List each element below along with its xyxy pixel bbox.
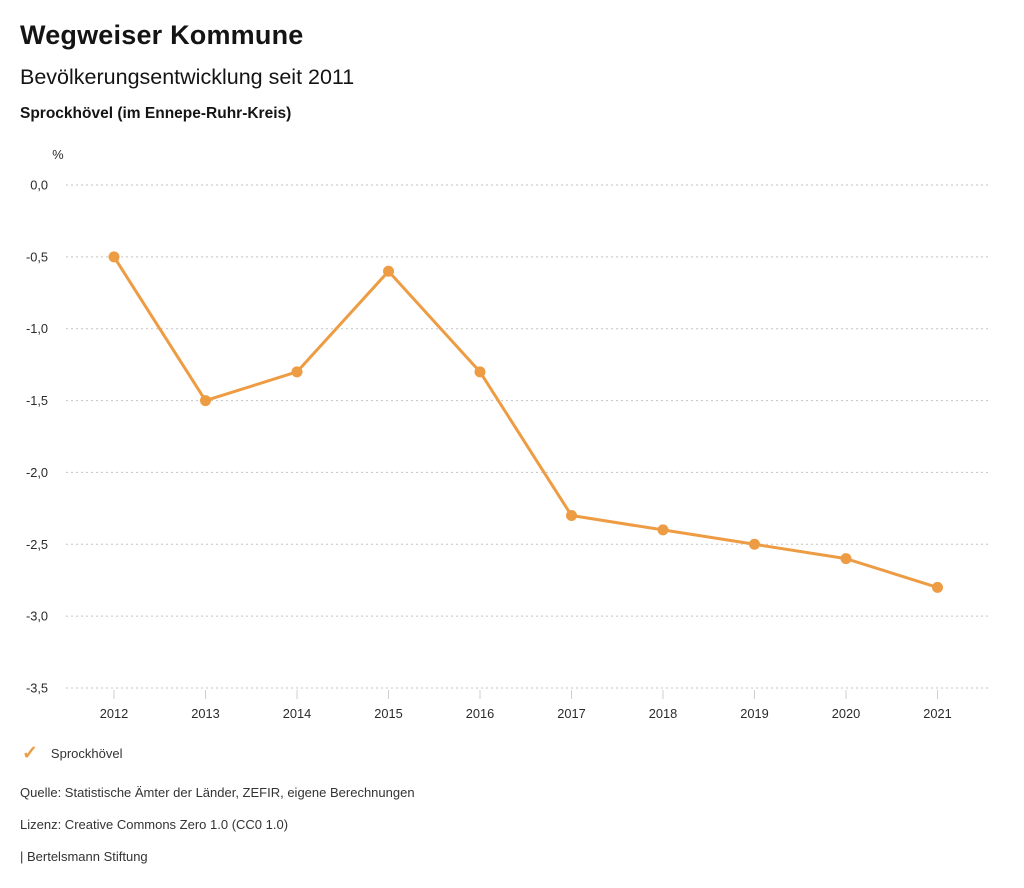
chart-footer: Quelle: Statistische Ämter der Länder, Z… [20,785,415,881]
license-note: Lizenz: Creative Commons Zero 1.0 (CC0 1… [20,817,289,832]
attribution-note: | Bertelsmann Stiftung [20,849,148,864]
legend: ✓ Sprockhövel [22,744,122,763]
data-point[interactable] [566,510,577,522]
series-line [112,255,939,589]
line-chart: % 0,0 -0,5 -1,0 -1,5 -2,0 -2,5 -3,0 -3,5 2012 2013… [0,140,1024,730]
x-tick-label: 2016 [466,706,494,721]
x-tick-label: 2012 [100,706,128,721]
y-tick-label: 0,0 [30,178,48,193]
x-tick-label: 2019 [740,706,768,721]
y-axis-unit-label: % [52,147,63,162]
y-tick-label: -1,5 [26,393,48,408]
x-tick-label: 2017 [557,706,585,721]
data-point[interactable] [291,366,303,378]
chart-title: Bevölkerungsentwicklung seit 2011 [20,65,355,89]
chart-header: Wegweiser Kommune Bevölkerungsentwicklun… [20,20,354,123]
source-note: Quelle: Statistische Ämter der Länder, Z… [20,785,415,800]
y-tick-label: -3,0 [26,609,48,624]
data-point[interactable] [840,553,852,565]
data-point[interactable] [657,524,669,536]
y-tick-label: -2,0 [26,465,48,480]
data-point[interactable] [749,538,760,550]
legend-item-sprockhoevel[interactable]: ✓ Sprockhövel [22,744,122,763]
data-point[interactable] [932,581,943,593]
y-tick-label: -2,5 [26,537,48,552]
x-tick-label: 2018 [649,706,677,721]
y-tick-label: -1,0 [26,321,48,336]
x-tick-label: 2014 [283,706,311,721]
x-tick-label: 2015 [374,706,402,721]
chart-region-subtitle: Sprockhövel (im Ennepe-Ruhr-Kreis) [20,105,292,122]
check-icon: ✓ [22,743,38,764]
x-tick-label: 2020 [832,706,860,721]
y-tick-label: -0,5 [26,249,48,264]
data-point[interactable] [200,395,211,407]
y-tick-label: -3,5 [26,681,48,696]
line-chart-svg: % 0,0 -0,5 -1,0 -1,5 -2,0 -2,5 -3,0 -3,5 2012 2013… [26,147,991,721]
data-point[interactable] [474,366,486,378]
page-title: Wegweiser Kommune [20,20,304,50]
x-tick-label: 2021 [923,706,951,721]
data-point[interactable] [383,265,394,277]
data-point[interactable] [108,251,120,263]
x-tick-label: 2013 [191,706,219,721]
legend-item-label: Sprockhövel [50,746,123,761]
